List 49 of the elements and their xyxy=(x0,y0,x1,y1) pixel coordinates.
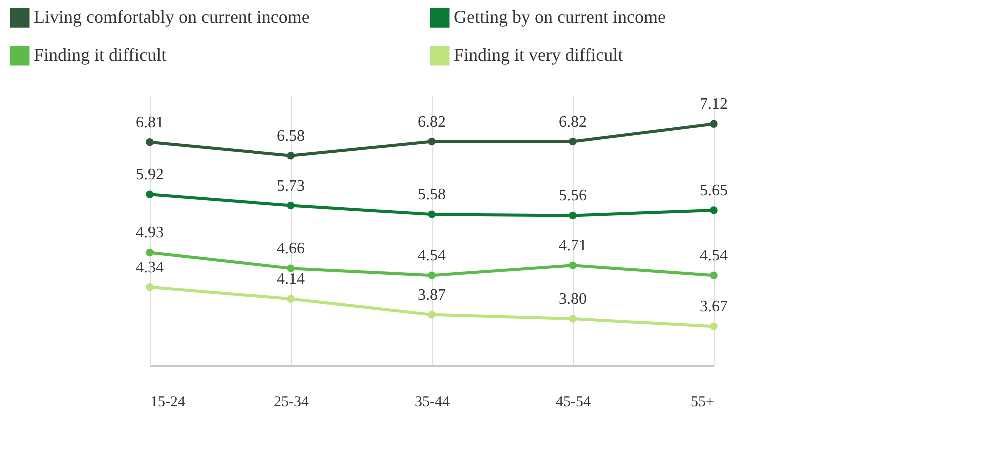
point xyxy=(569,138,577,146)
data-label: 5.58 xyxy=(418,186,446,204)
data-label: 5.56 xyxy=(559,188,587,205)
x-tick-label: 35-44 xyxy=(415,394,450,410)
point xyxy=(428,138,436,146)
point xyxy=(710,322,718,331)
data-label: 6.81 xyxy=(136,114,164,132)
data-label: 4.14 xyxy=(277,271,305,288)
data-label: 3.67 xyxy=(700,298,728,316)
point xyxy=(146,248,154,257)
point xyxy=(287,295,295,303)
data-label: 4.71 xyxy=(559,238,587,255)
data-label: 3.87 xyxy=(418,286,446,304)
data-label: 5.65 xyxy=(700,182,728,200)
point xyxy=(146,138,154,146)
data-label: 5.73 xyxy=(277,178,305,195)
x-tick-label: 55+ xyxy=(691,394,714,410)
point xyxy=(710,206,718,214)
data-label: 5.92 xyxy=(136,166,164,184)
data-label: 4.34 xyxy=(136,259,164,276)
data-label: 4.93 xyxy=(136,224,164,242)
x-tick-label: 15-24 xyxy=(150,394,186,410)
point xyxy=(287,152,295,160)
legend-label: Finding it difficult xyxy=(34,45,167,65)
point xyxy=(710,272,718,280)
data-label: 6.58 xyxy=(277,128,305,145)
point xyxy=(569,315,577,323)
data-label: 4.66 xyxy=(277,240,305,258)
x-tick-label: 25-34 xyxy=(274,394,310,410)
point xyxy=(710,120,718,128)
data-label: 4.54 xyxy=(418,248,446,265)
data-label: 6.82 xyxy=(418,114,446,131)
legend-label: Finding it very difficult xyxy=(454,45,624,65)
data-label: 4.54 xyxy=(700,248,728,265)
point xyxy=(428,210,436,218)
legend-label: Living comfortably on current income xyxy=(34,7,310,28)
point xyxy=(569,262,577,270)
point xyxy=(428,311,436,319)
data-label: 7.12 xyxy=(700,96,728,114)
point xyxy=(146,190,154,198)
point xyxy=(428,272,436,280)
point xyxy=(569,212,577,220)
point xyxy=(287,202,295,210)
legend-label: Getting by on current income xyxy=(454,7,666,28)
data-label: 6.82 xyxy=(559,114,587,131)
data-label: 3.80 xyxy=(559,291,587,308)
point xyxy=(287,264,295,272)
x-tick-label: 45-54 xyxy=(556,394,592,410)
point xyxy=(146,283,154,292)
